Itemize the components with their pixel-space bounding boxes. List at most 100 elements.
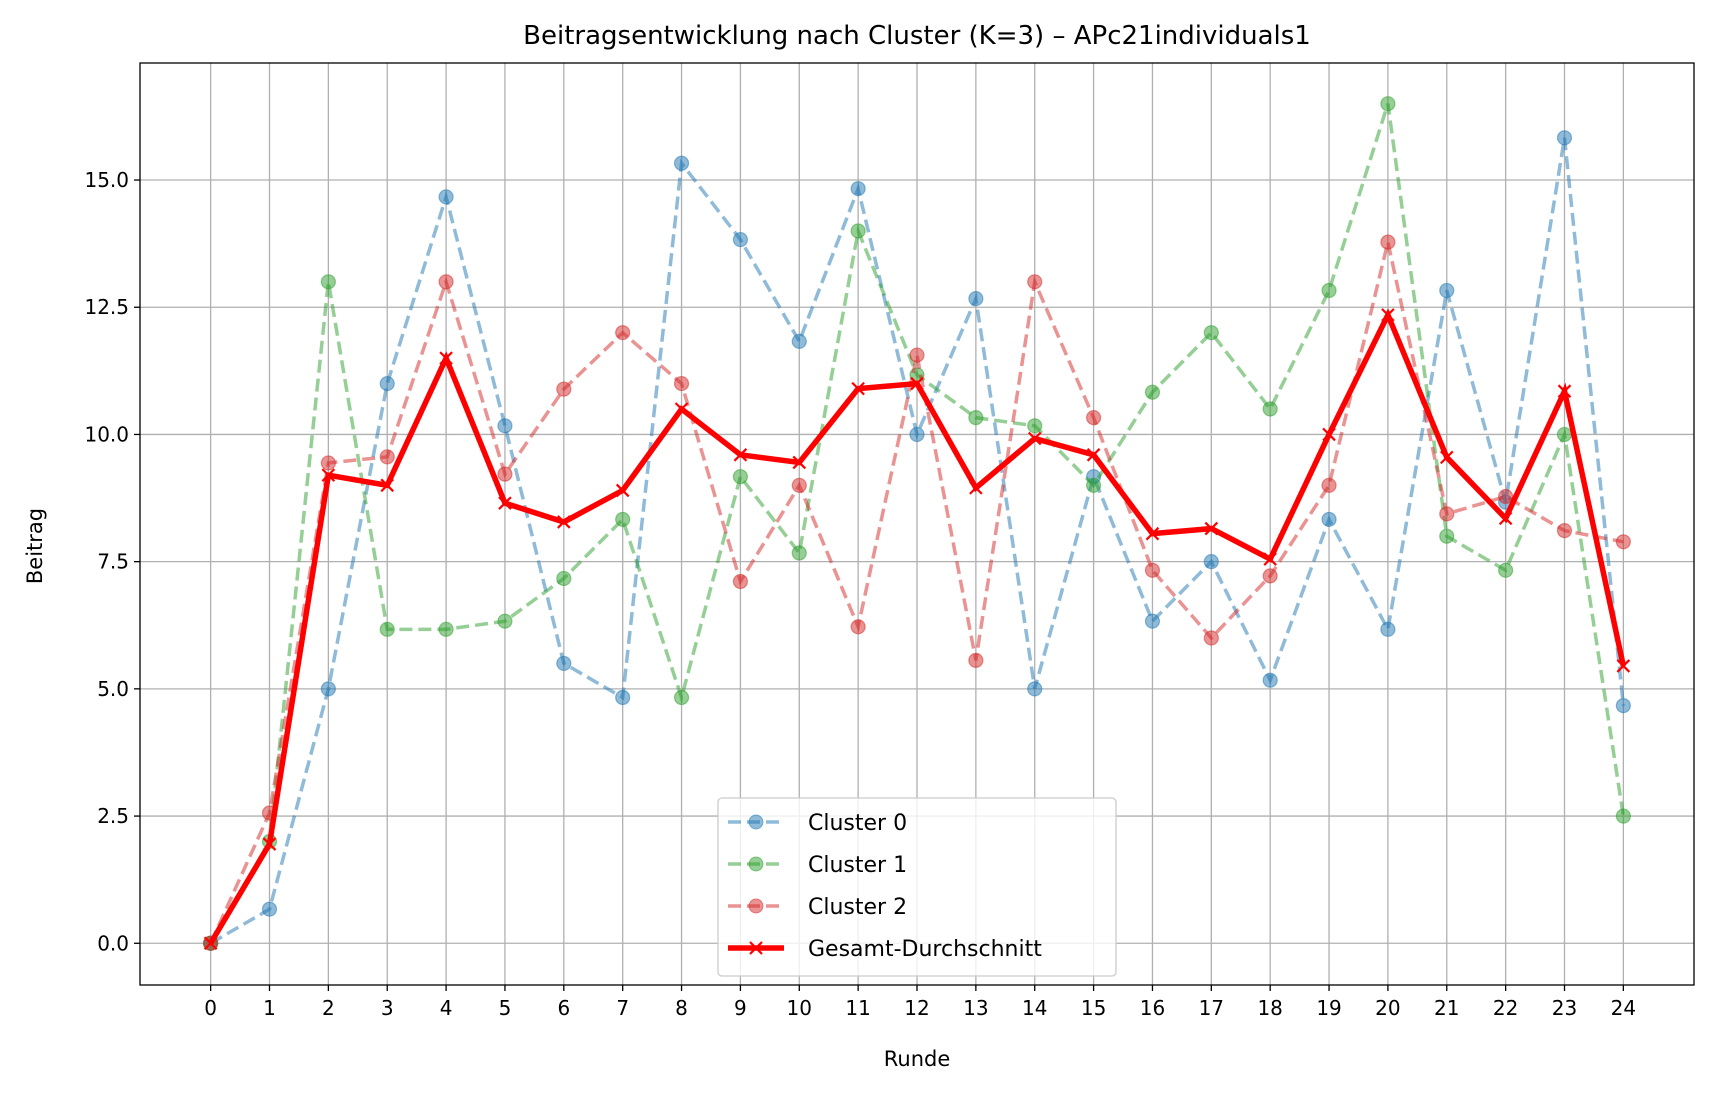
data-point: [1615, 534, 1631, 550]
data-point: [732, 573, 749, 590]
data-point: [732, 231, 749, 248]
y-tick-label: 12.5: [84, 295, 129, 319]
data-point: [1615, 808, 1631, 824]
data-point: [498, 496, 512, 510]
data-point: [1439, 506, 1455, 522]
data-point: [1556, 523, 1573, 539]
x-tick-label: 4: [440, 996, 453, 1020]
data-point: [1380, 621, 1396, 637]
data-point: [850, 619, 866, 635]
data-point: [556, 381, 572, 397]
data-point: [1557, 384, 1572, 398]
data-point: [320, 274, 336, 290]
legend-item: Cluster 0: [728, 811, 907, 836]
legend-label: Cluster 1: [808, 853, 907, 878]
data-point: [497, 613, 513, 629]
data-point: [615, 325, 631, 341]
data-point: [850, 181, 866, 197]
data-point: [1380, 96, 1396, 112]
x-tick-label: 18: [1257, 996, 1282, 1020]
x-tick-label: 21: [1434, 996, 1459, 1020]
data-point: [497, 466, 513, 482]
data-point: [1027, 431, 1042, 446]
x-axis-label: Runde: [884, 1047, 951, 1071]
data-point: [262, 837, 277, 851]
series-3: [203, 308, 1631, 951]
data-point: [1615, 698, 1631, 714]
x-tick-label: 12: [904, 996, 929, 1020]
y-tick-label: 10.0: [84, 422, 129, 446]
data-point: [1203, 325, 1219, 341]
data-point: [732, 469, 749, 485]
data-point: [1380, 234, 1396, 250]
data-point: [1204, 521, 1219, 536]
data-point: [1439, 528, 1455, 544]
data-point: [1203, 630, 1219, 646]
legend-item: Gesamt-Durchschnitt: [728, 937, 1042, 962]
y-tick-label: 5.0: [97, 677, 129, 701]
x-tick-label: 8: [675, 996, 688, 1020]
data-point: [556, 655, 572, 672]
x-tick-label: 6: [557, 996, 570, 1020]
data-point: [851, 381, 865, 396]
data-point: [261, 901, 278, 917]
data-point: [968, 290, 984, 307]
y-axis-label: Beitrag: [23, 508, 47, 584]
legend-marker: [749, 941, 763, 955]
data-point: [1262, 672, 1278, 688]
legend-frame: [717, 797, 1117, 977]
y-tick-label: 2.5: [97, 804, 129, 828]
data-point: [792, 455, 807, 470]
data-point: [556, 570, 572, 587]
data-point: [909, 347, 925, 363]
y-tick-label: 7.5: [97, 550, 129, 574]
legend: Cluster 0 Cluster 1 Cluster 2 Gesamt-Durchs…: [717, 797, 1117, 977]
data-point: [1381, 308, 1395, 322]
data-point: [615, 511, 631, 528]
data-point: [438, 274, 454, 290]
x-tick-label: 2: [322, 996, 335, 1020]
data-point: [1027, 418, 1043, 434]
data-point: [1322, 427, 1336, 442]
x-tick-label: 5: [499, 996, 512, 1020]
x-tick-label: 0: [204, 996, 217, 1020]
series-0: [203, 130, 1631, 951]
data-point: [1144, 613, 1161, 629]
x-tick-label: 13: [963, 996, 988, 1020]
data-point: [1085, 410, 1102, 426]
x-tick-label: 14: [1022, 996, 1047, 1020]
data-point: [1262, 401, 1278, 417]
data-point: [1321, 511, 1337, 528]
data-point: [497, 418, 513, 434]
x-tick-label: 15: [1081, 996, 1106, 1020]
x-tick-label: 7: [616, 996, 629, 1020]
legend-item: Cluster 1: [728, 853, 907, 878]
legend-marker: [748, 856, 764, 872]
data-point: [1145, 526, 1160, 541]
data-point: [379, 375, 395, 392]
data-point: [1144, 562, 1161, 578]
data-point: [438, 621, 454, 637]
data-point: [1439, 282, 1455, 299]
data-point: [1263, 552, 1277, 566]
data-point: [791, 333, 807, 349]
data-point: [1203, 554, 1219, 570]
data-point: [791, 545, 807, 561]
data-point: [1262, 568, 1278, 584]
data-point: [909, 426, 925, 443]
data-point: [1027, 274, 1043, 290]
data-point: [1027, 681, 1043, 697]
data-point: [968, 410, 984, 426]
data-point: [968, 652, 984, 668]
data-point: [674, 402, 689, 416]
data-point: [379, 621, 395, 637]
y-tick-label: 0.0: [97, 931, 129, 955]
data-point: [673, 375, 690, 392]
data-point: [1616, 659, 1631, 673]
series-1: [203, 96, 1631, 951]
data-point: [1498, 488, 1514, 505]
data-point: [1498, 511, 1513, 526]
legend-label: Cluster 0: [808, 811, 907, 836]
data-point: [969, 481, 983, 495]
